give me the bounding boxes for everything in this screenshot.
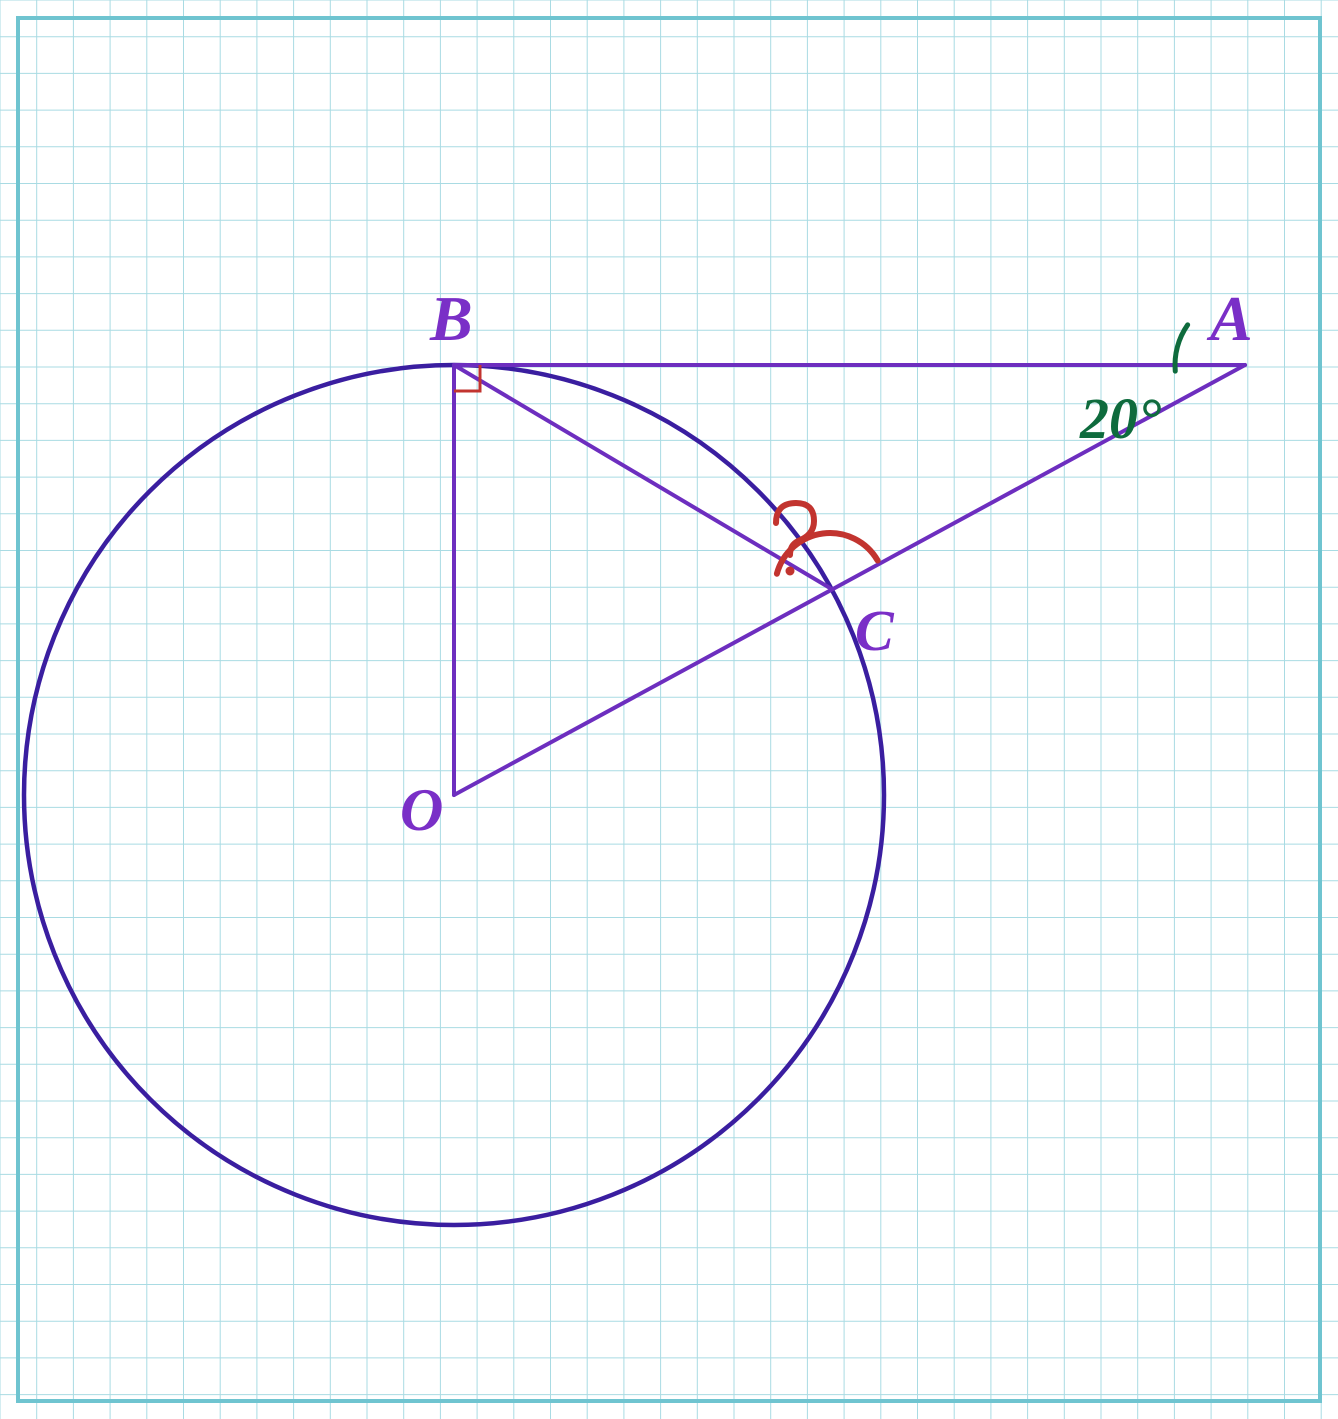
label-A: A [1206, 283, 1253, 354]
label-angle-20: 20° [1079, 386, 1161, 451]
label-B: B [429, 283, 473, 354]
question-mark-dot [786, 567, 795, 576]
geometry-diagram: O B A C 20° [0, 0, 1338, 1419]
chord-BC [454, 365, 830, 588]
label-O: O [400, 777, 443, 843]
question-mark-icon [776, 503, 814, 555]
grid-border [18, 18, 1320, 1401]
label-C: C [855, 598, 895, 663]
grid [0, 0, 1338, 1419]
